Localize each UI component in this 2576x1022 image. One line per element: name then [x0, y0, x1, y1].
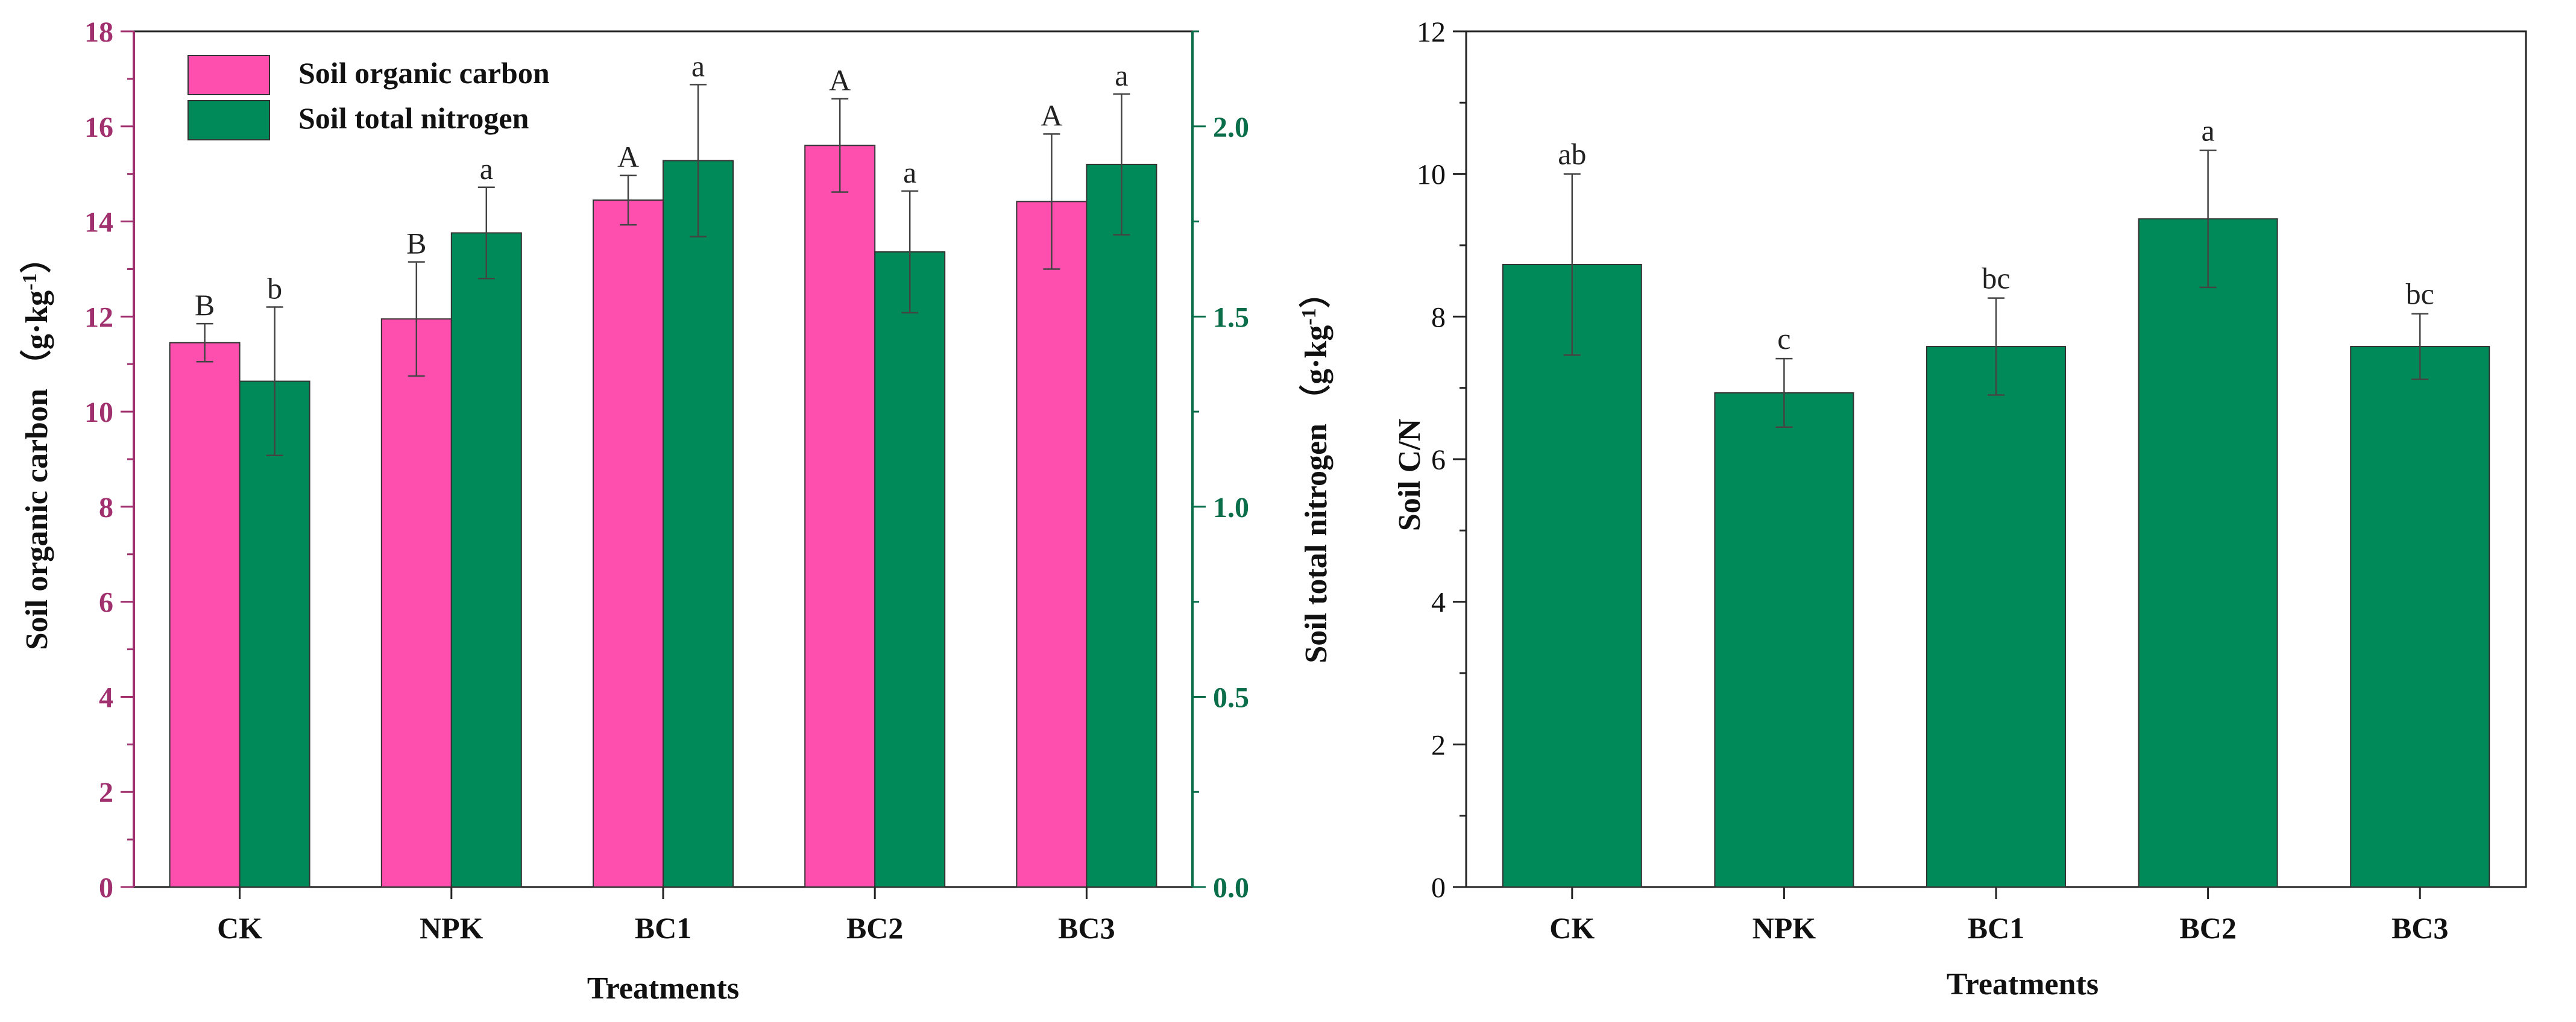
chart-1-bar-stn	[450, 232, 522, 888]
legend-swatch-soc	[187, 55, 270, 95]
chart-1-letter-soc: A	[1041, 98, 1062, 132]
chart-1-bar-stn	[663, 160, 734, 888]
chart-2-marks: 0 2 4 6 8 10 12 CK ab NPK c BC1 bc BC2 a BC3 bc	[1417, 16, 2527, 945]
chart-2-ytick-label: 8	[1431, 301, 1446, 333]
chart-1-legend: Soil organic carbon Soil total nitrogen	[187, 55, 550, 140]
chart-1-xtick-label: BC2	[846, 911, 903, 945]
chart-1-bar-soc	[1016, 201, 1088, 888]
chart-1-bar-soc	[593, 199, 664, 888]
chart-2-bar	[2350, 346, 2490, 888]
chart-1-ytick-label: 10	[84, 397, 113, 428]
chart-2-bar	[1502, 263, 1642, 888]
chart-2-letter: bc	[1982, 262, 2010, 295]
chart-2-letter: a	[2201, 114, 2214, 148]
chart-1-ytick-label: 8	[99, 492, 113, 524]
chart-1-y2tick-label: 0.0	[1213, 872, 1249, 904]
chart-1-xtick-label: BC3	[1058, 911, 1115, 945]
chart-1-ytick-label: 16	[84, 111, 113, 143]
chart-2-ytick-label: 10	[1417, 159, 1446, 191]
chart-1-y2tick-label: 1.0	[1213, 492, 1249, 524]
chart-1-y2tick-label: 1.5	[1213, 301, 1249, 333]
chart-1-letter-stn: b	[267, 272, 282, 306]
chart-1-ytick-label: 18	[84, 16, 113, 48]
chart-marks: 0 2 4 6 8 10 12 14 16 18 0.0 0.5 1.0 1.5 2.0 CK B b NPK Ba B…	[84, 16, 2527, 945]
chart-1-letter-soc: B	[195, 288, 215, 322]
chart-1-letter-stn: a	[691, 49, 705, 83]
chart-2-ytick-label: 4	[1431, 587, 1446, 619]
chart-2-bar	[1714, 392, 1854, 888]
chart-1-y2label-sup: -1	[1298, 308, 1320, 325]
chart-1-y2tick-label: 0.5	[1213, 682, 1249, 713]
chart-1-letter-soc: B	[406, 227, 426, 260]
chart-1-letter-stn: a	[903, 155, 916, 189]
chart-1-xtick-label: NPK	[420, 911, 483, 945]
chart-2-ytick-label: 2	[1431, 729, 1446, 761]
chart-1-letter-stn: a	[480, 152, 493, 186]
chart-1-ytick-label: 2	[99, 777, 113, 809]
chart-1-xtick-label: CK	[217, 911, 262, 945]
chart-1-ylabel-sup: -1	[19, 274, 41, 290]
chart-1-letter-soc: A	[617, 140, 639, 174]
chart-1-y2tick-label: 2.0	[1213, 111, 1249, 143]
chart-1-ytick-label: 0	[99, 872, 113, 904]
chart-2-bar	[1926, 346, 2066, 888]
chart-2-ytick-label: 12	[1417, 16, 1446, 48]
chart-2-letter: bc	[2406, 277, 2434, 311]
chart-2-ytick-label: 6	[1431, 444, 1446, 476]
chart-2-letter: ab	[1558, 137, 1586, 171]
chart-1-letter-soc: A	[829, 63, 851, 97]
chart-1-xlabel: Treatments	[587, 971, 739, 1006]
chart-1: Soil organic carbon Soil total nitrogen …	[19, 55, 1334, 1006]
chart-2-xtick-label: BC3	[2392, 911, 2448, 945]
chart-2-xlabel: Treatments	[1947, 967, 2099, 1002]
chart-1-ytick-label: 12	[84, 301, 113, 333]
chart-1-y2label: Soil total nitrogen （g·kg-1）	[1298, 277, 1334, 663]
chart-1-bar-stn	[874, 251, 946, 888]
chart-1-marks: 0 2 4 6 8 10 12 14 16 18 0.0 0.5 1.0 1.5 2.0 CK B b NPK Ba B…	[84, 16, 1249, 945]
chart-2-xtick-label: CK	[1549, 911, 1595, 945]
chart-1-letter-stn: a	[1115, 58, 1128, 92]
chart-1-ytick-label: 4	[99, 682, 113, 713]
legend-swatch-stn	[187, 100, 270, 140]
chart-2-ylabel: Soil C/N	[1393, 419, 1427, 531]
chart-1-bar-soc	[804, 145, 876, 888]
chart-2-ytick-label: 0	[1431, 872, 1446, 904]
chart-2-letter: c	[1777, 322, 1790, 356]
chart-1-y2label-close: ）	[1299, 277, 1334, 308]
chart-1-ylabel: Soil organic carbon （g·kg-1）	[19, 242, 54, 650]
chart-2-xtick-label: BC1	[1968, 911, 2024, 945]
chart-2-bar	[2138, 218, 2278, 888]
chart-2: Soil C/N Treatments	[1393, 419, 2099, 1002]
chart-1-bar-soc	[169, 342, 241, 888]
chart-1-ytick-label: 6	[99, 587, 113, 619]
chart-1-xtick-label: BC1	[635, 911, 691, 945]
chart-2-xtick-label: NPK	[1752, 911, 1816, 945]
chart-1-ylabel-close: ）	[19, 242, 54, 274]
legend-label-stn: Soil total nitrogen	[298, 101, 529, 135]
legend-label-soc: Soil organic carbon	[298, 56, 550, 90]
chart-1-bar-stn	[1086, 163, 1157, 888]
chart-1-bar-stn	[239, 380, 310, 888]
chart-1-bar-soc	[380, 318, 452, 888]
chart-1-ytick-label: 14	[84, 207, 113, 239]
chart-2-xtick-label: BC2	[2179, 911, 2236, 945]
